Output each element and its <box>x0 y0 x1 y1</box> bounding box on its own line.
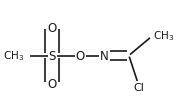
Text: O: O <box>48 22 57 34</box>
Text: CH$_3$: CH$_3$ <box>3 49 25 63</box>
Text: Cl: Cl <box>134 82 145 92</box>
Text: N: N <box>100 50 109 62</box>
Text: S: S <box>49 50 56 62</box>
Text: CH$_3$: CH$_3$ <box>153 29 174 43</box>
Text: O: O <box>48 78 57 90</box>
Text: O: O <box>75 50 85 62</box>
